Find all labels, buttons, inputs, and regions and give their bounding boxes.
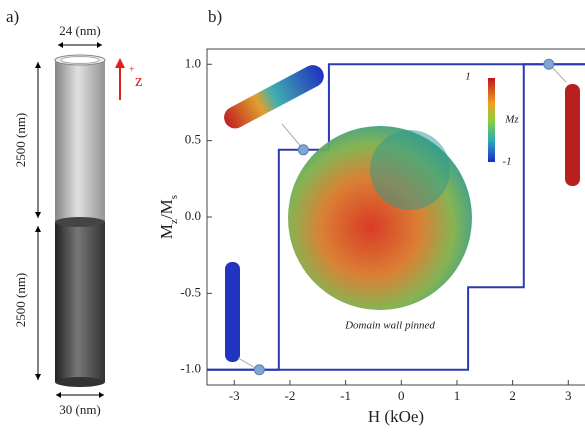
y-tick-label: 0.5 (185, 132, 201, 147)
y-axis-label-part: M (157, 224, 176, 239)
colorbar-name: Mz (504, 114, 519, 126)
x-axis-label: H (kOe) (368, 407, 424, 426)
x-tick-label: -2 (285, 388, 296, 403)
y-axis-label: Mz/Ms (157, 195, 180, 239)
dimension-label: 30 (nm) (59, 402, 101, 417)
dimension-label: 2500 (nm) (13, 113, 28, 168)
x-tick-label: -3 (229, 388, 240, 403)
x-tick-label: 2 (509, 388, 516, 403)
x-tick-label: 3 (565, 388, 572, 403)
x-tick-label: 0 (398, 388, 405, 403)
y-tick-label: -0.5 (180, 284, 201, 299)
state-marker (297, 144, 309, 156)
inset-renders (224, 63, 580, 371)
x-tick-label: -1 (340, 388, 351, 403)
state-marker (253, 364, 265, 376)
x-tick-label: 1 (454, 388, 461, 403)
colorbar-min: -1 (502, 156, 511, 168)
y-tick-label: 1.0 (185, 55, 201, 70)
panel-label: b) (208, 7, 222, 26)
annotation: Domain wall pinned (344, 320, 435, 332)
nanotube-diagram: a) 24 (nm) 2500 (nm) 2500 (nm) 30 (nm) +… (6, 7, 143, 417)
panel-label: a) (6, 7, 19, 26)
y-tick-label: -1.0 (180, 361, 201, 376)
dimension-label: 2500 (nm) (13, 273, 28, 328)
colorbar-max: 1 (465, 71, 471, 83)
y-axis-label-part: /M (157, 199, 176, 219)
y-axis-label-part: z (168, 219, 180, 224)
state-marker (543, 58, 555, 70)
y-tick-label: 0.0 (185, 208, 201, 223)
y-axis-label-part: s (168, 195, 180, 199)
axis-sign: + (129, 64, 135, 75)
dimension-label: 24 (nm) (59, 23, 101, 38)
axis-name: z (135, 71, 143, 90)
